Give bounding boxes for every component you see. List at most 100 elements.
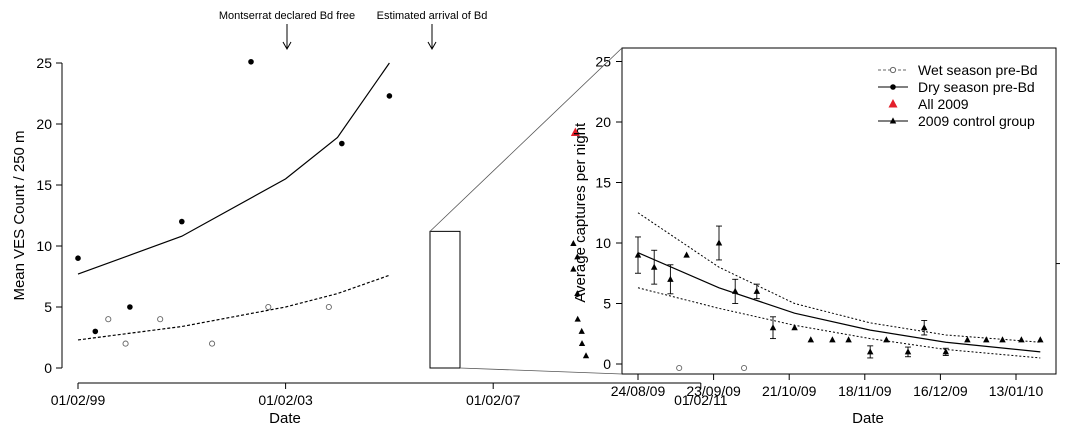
connector-bottom: [459, 367, 623, 375]
capture-point: [715, 239, 723, 246]
capture-point: [920, 324, 928, 331]
y-tick-label: 10: [36, 238, 52, 254]
legend-label: 2009 control group: [918, 113, 1035, 129]
x-tick-label: 16/12/09: [913, 383, 968, 399]
wet-season-point: [265, 303, 272, 311]
y-tick-label: 25: [595, 54, 611, 70]
capture-point: [769, 324, 777, 331]
y-axis-label: Mean VES Count / 250 m: [11, 130, 28, 300]
y-axis-label: Average captures per night: [572, 122, 589, 303]
dry-season-fit-curve: [77, 62, 390, 275]
ci-upper-curve: [637, 212, 1041, 343]
capture-point: [731, 287, 739, 294]
capture-point: [650, 263, 658, 270]
control-2009-point: [574, 315, 581, 322]
dry-season-point: [92, 328, 99, 335]
x-tick-label: 01/02/11: [674, 392, 728, 408]
control-2009-point: [574, 253, 581, 260]
capture-point: [942, 348, 950, 355]
legend-entry: Dry season pre-Bd: [878, 79, 1035, 95]
y-tick-label: 25: [36, 55, 52, 71]
legend-entry: 2009 control group: [878, 113, 1035, 129]
control-2009-point: [578, 340, 586, 347]
capture-point: [983, 336, 990, 343]
ci-lower-curve: [637, 287, 1041, 359]
legend-marker: [888, 99, 898, 108]
capture-point: [667, 275, 674, 282]
dry-season-point: [179, 218, 185, 225]
y-tick-label: 0: [603, 356, 611, 372]
y-tick-label: 10: [595, 235, 611, 251]
x-tick-label: 01/02/99: [51, 392, 106, 408]
capture-point: [999, 336, 1006, 343]
capture-point: [845, 336, 852, 343]
x-axis-label: Date: [852, 410, 884, 427]
capture-point: [683, 251, 690, 258]
x-tick-label: 01/02/07: [466, 392, 521, 408]
control-2009-point: [574, 290, 581, 297]
legend-label: Wet season pre-Bd: [918, 62, 1038, 78]
y-tick-label: 0: [44, 360, 52, 376]
annotation-arrow-head: [282, 41, 292, 51]
wet-season-point: [676, 364, 683, 372]
legend-marker: [890, 84, 896, 90]
legend-marker: [889, 66, 897, 74]
fit-curve: [637, 252, 1041, 353]
dry-season-point: [75, 255, 81, 261]
wet-season-point: [105, 316, 112, 323]
legend-entry: All 2009: [888, 96, 969, 112]
capture-point: [634, 251, 642, 258]
capture-point: [1018, 336, 1025, 343]
annotation-label: Montserrat declared Bd free: [219, 10, 355, 22]
right-panel: 0 5 10 15 20 25 24/08/09 23/09/09 21/10/09 18/11/…: [572, 47, 1060, 427]
y-tick-label: 5: [44, 299, 52, 315]
y-tick-label: 20: [595, 114, 611, 130]
x-tick-label: 18/11/09: [838, 383, 892, 399]
legend-entry: Wet season pre-Bd: [878, 62, 1038, 78]
capture-point: [791, 324, 798, 331]
y-tick-label: 20: [36, 116, 52, 132]
wet-season-point: [325, 303, 332, 311]
wet-season-point: [209, 340, 216, 347]
x-tick-label: 01/02/03: [258, 392, 313, 408]
control-2009-point: [570, 265, 577, 272]
dry-season-point: [248, 58, 254, 65]
all-2009-point: [570, 127, 580, 137]
capture-point: [883, 336, 890, 343]
y-tick-label: 15: [595, 175, 611, 191]
dry-season-point: [339, 140, 345, 147]
x-tick-label: 24/08/09: [611, 383, 666, 399]
legend-marker: [889, 117, 897, 124]
x-axis-label: Date: [269, 410, 301, 427]
inset-box: [429, 230, 461, 369]
annotation-arrow-head: [427, 41, 437, 51]
capture-point: [866, 348, 874, 355]
capture-point: [1037, 336, 1044, 343]
capture-point: [964, 336, 971, 343]
capture-point: [807, 336, 815, 343]
annotation-label: Estimated arrival of Bd: [377, 10, 488, 22]
dry-season-point: [386, 93, 393, 99]
connector-top: [429, 47, 623, 232]
x-tick-label: 23/09/09: [686, 383, 741, 399]
zoom-connector-lines: [429, 47, 623, 375]
control-2009-point: [570, 240, 577, 247]
y-tick-label: 15: [36, 177, 52, 193]
left-panel: 0 5 10 15 20 25 01/02/99 01/02/03 01/02/07 01/02/…: [11, 10, 748, 427]
wet-season-point: [157, 316, 164, 323]
dry-season-point: [127, 304, 133, 310]
capture-point: [829, 336, 836, 343]
legend-label: All 2009: [918, 96, 969, 112]
control-2009-point: [578, 327, 585, 334]
x-tick-label: 13/01/10: [989, 383, 1044, 399]
control-2009-point: [582, 352, 590, 359]
plot-frame: [621, 47, 1057, 375]
y-tick-label: 5: [603, 296, 611, 312]
wet-season-point: [122, 340, 129, 347]
capture-point: [753, 287, 761, 294]
x-tick-label: 21/10/09: [762, 383, 817, 399]
legend-label: Dry season pre-Bd: [918, 79, 1035, 95]
wet-season-point: [741, 364, 748, 372]
wet-season-fit-curve: [77, 274, 390, 341]
